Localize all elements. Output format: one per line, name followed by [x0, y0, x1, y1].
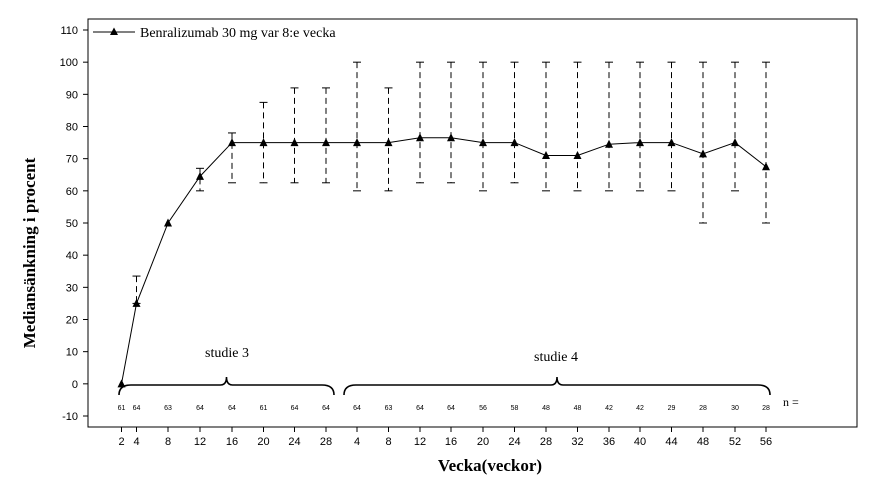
y-tick-label: 40 — [66, 250, 78, 262]
n-value: 48 — [574, 405, 582, 412]
data-point — [636, 138, 644, 147]
n-value: 63 — [385, 405, 393, 412]
x-tick-label: 20 — [257, 436, 269, 448]
brace-studie-4 — [343, 376, 771, 396]
study-braces — [118, 376, 771, 396]
data-point — [228, 138, 236, 147]
x-tick-label: 56 — [760, 436, 772, 448]
data-point — [353, 138, 361, 147]
n-value: 64 — [322, 405, 330, 412]
y-axis-label: Mediansänkning i procent — [20, 157, 39, 348]
n-value: 28 — [762, 405, 770, 412]
data-point — [447, 133, 455, 142]
plot-frame — [87, 18, 858, 428]
x-tick-label: 8 — [165, 436, 171, 448]
data-point — [196, 171, 204, 180]
y-tick-label: -10 — [62, 411, 78, 423]
x-tick-label: 32 — [571, 436, 583, 448]
n-value: 64 — [196, 405, 204, 412]
n-value: 64 — [133, 405, 141, 412]
n-value: 28 — [699, 405, 707, 412]
y-tick-label: 110 — [60, 25, 78, 37]
n-label: n = — [783, 395, 799, 409]
data-point — [573, 150, 582, 159]
y-tick-label: 50 — [66, 218, 78, 230]
legend-marker — [110, 27, 118, 35]
data-point — [384, 138, 393, 147]
y-tick-label: 60 — [66, 186, 78, 198]
legend: Benralizumab 30 mg var 8:e vecka — [93, 26, 336, 41]
y-tick-label: 0 — [72, 379, 78, 391]
group-label-studie-4: studie 4 — [534, 350, 578, 365]
n-value: 63 — [164, 405, 172, 412]
n-value: 42 — [605, 405, 613, 412]
x-tick-label: 52 — [729, 436, 741, 448]
n-value: 64 — [447, 405, 455, 412]
n-value: 42 — [636, 405, 644, 412]
y-tick-label: 90 — [66, 89, 78, 101]
x-tick-label: 16 — [226, 436, 238, 448]
n-value: 64 — [416, 405, 424, 412]
x-tick-label: 40 — [634, 436, 646, 448]
series-line-group — [121, 137, 767, 384]
data-points — [117, 133, 770, 388]
y-tick-label: 20 — [66, 315, 78, 327]
y-tick-label: 70 — [66, 154, 78, 166]
data-point — [762, 162, 770, 171]
x-tick-label: 24 — [508, 436, 520, 448]
x-tick-label: 4 — [354, 436, 360, 448]
data-point — [731, 138, 739, 147]
n-value: 48 — [542, 405, 550, 412]
x-tick-label: 16 — [445, 436, 457, 448]
brace-studie-3 — [118, 376, 335, 396]
x-tick-label: 2 — [118, 436, 124, 448]
data-point — [605, 139, 613, 148]
data-point — [510, 138, 519, 147]
x-tick-label: 24 — [288, 436, 300, 448]
series-line — [121, 137, 767, 384]
y-tick-label: 80 — [66, 122, 78, 134]
y-axis: -10 0 10 20 30 40 50 60 70 80 90 100 110 — [60, 25, 88, 423]
legend-label: Benralizumab 30 mg var 8:e vecka — [140, 26, 336, 41]
n-row: 61 64 63 64 64 61 64 64 64 63 64 64 56 58 48 48 42 42 29 28… — [118, 405, 770, 412]
x-tick-label: 12 — [414, 436, 426, 448]
group-label-studie-3: studie 3 — [205, 346, 249, 361]
n-value: 61 — [118, 405, 126, 412]
y-tick-label: 30 — [66, 282, 78, 294]
y-tick-label: 10 — [66, 347, 78, 359]
n-value: 64 — [353, 405, 361, 412]
x-tick-label: 4 — [133, 436, 139, 448]
x-tick-label: 20 — [477, 436, 489, 448]
n-value: 30 — [731, 405, 739, 412]
x-axis: 2 4 8 12 16 20 24 28 4 8 12 16 20 24 28 32 36 40 44 48 52 56 — [118, 427, 772, 448]
data-point — [259, 138, 268, 147]
x-tick-label: 8 — [385, 436, 391, 448]
data-point — [479, 138, 487, 147]
x-axis-label: Vecka(veckor) — [438, 456, 542, 475]
n-value: 64 — [228, 405, 236, 412]
data-point — [322, 138, 330, 147]
data-point — [667, 138, 676, 147]
n-value: 58 — [511, 405, 519, 412]
x-tick-label: 28 — [320, 436, 332, 448]
x-tick-label: 44 — [665, 436, 677, 448]
x-tick-label: 28 — [540, 436, 552, 448]
x-tick-label: 36 — [603, 436, 615, 448]
data-point — [132, 298, 141, 307]
x-tick-label: 12 — [194, 436, 206, 448]
data-point — [164, 218, 172, 227]
y-tick-label: 100 — [60, 57, 78, 69]
data-point — [699, 149, 707, 158]
n-value: 64 — [291, 405, 299, 412]
data-point — [542, 150, 550, 159]
n-value: 56 — [479, 405, 487, 412]
data-point — [117, 379, 126, 388]
n-value: 61 — [260, 405, 268, 412]
data-point — [290, 138, 299, 147]
x-tick-label: 48 — [697, 436, 709, 448]
error-bars — [132, 61, 770, 304]
n-value: 29 — [668, 405, 676, 412]
data-point — [416, 133, 424, 142]
